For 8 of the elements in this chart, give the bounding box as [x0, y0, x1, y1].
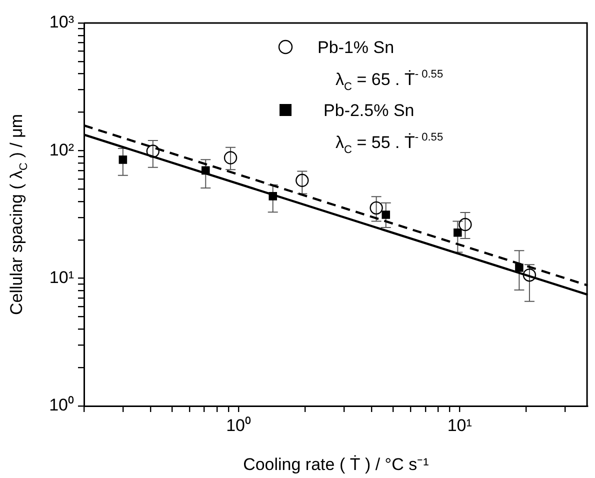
legend-label: Pb-2.5% Sn — [324, 101, 414, 120]
y-tick-label: 10¹ — [49, 268, 74, 288]
y-tick-label: 10² — [49, 140, 74, 160]
x-axis-title: Cooling rate ( Ṫ ) / °C s⁻¹ — [243, 455, 430, 474]
legend-label: Pb-1% Sn — [318, 38, 394, 57]
y-axis-title: Cellular spacing ( λC ) / μm — [7, 114, 30, 316]
y-tick-label: 10³ — [49, 12, 74, 32]
y-tick-label: 10⁰ — [49, 396, 74, 415]
